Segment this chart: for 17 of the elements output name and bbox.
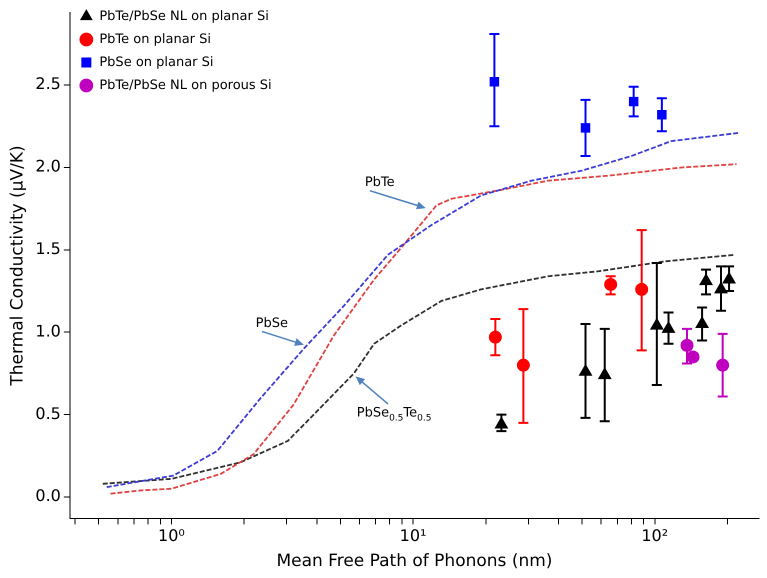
y-axis-title: Thermal Conductivity (μV/K) <box>8 145 28 387</box>
x-tick-label: 10¹ <box>400 526 426 546</box>
y-tick-label: 0.5 <box>35 404 61 423</box>
y-tick-label: 1.5 <box>35 239 61 258</box>
legend-label: PbTe on planar Si <box>99 32 211 47</box>
y-tick-label: 2.0 <box>35 156 61 176</box>
annotation: PbSe <box>256 316 288 331</box>
annotation: PbTe <box>364 175 395 190</box>
y-tick-label: 1.0 <box>35 321 61 340</box>
x-tick-label: 10² <box>641 526 668 546</box>
x-tick-label: 10⁰ <box>158 526 185 546</box>
y-tick-label: 2.5 <box>35 74 61 94</box>
x-axis-title: Mean Free Path of Phonons (nm) <box>276 551 552 572</box>
y-tick-label: 0.0 <box>35 486 61 506</box>
legend-label: PbSe on planar Si <box>99 54 214 70</box>
legend-label: PbTe/PbSe NL on planar Si <box>99 8 269 24</box>
legend-label: PbTe/PbSe NL on porous Si <box>99 78 272 93</box>
